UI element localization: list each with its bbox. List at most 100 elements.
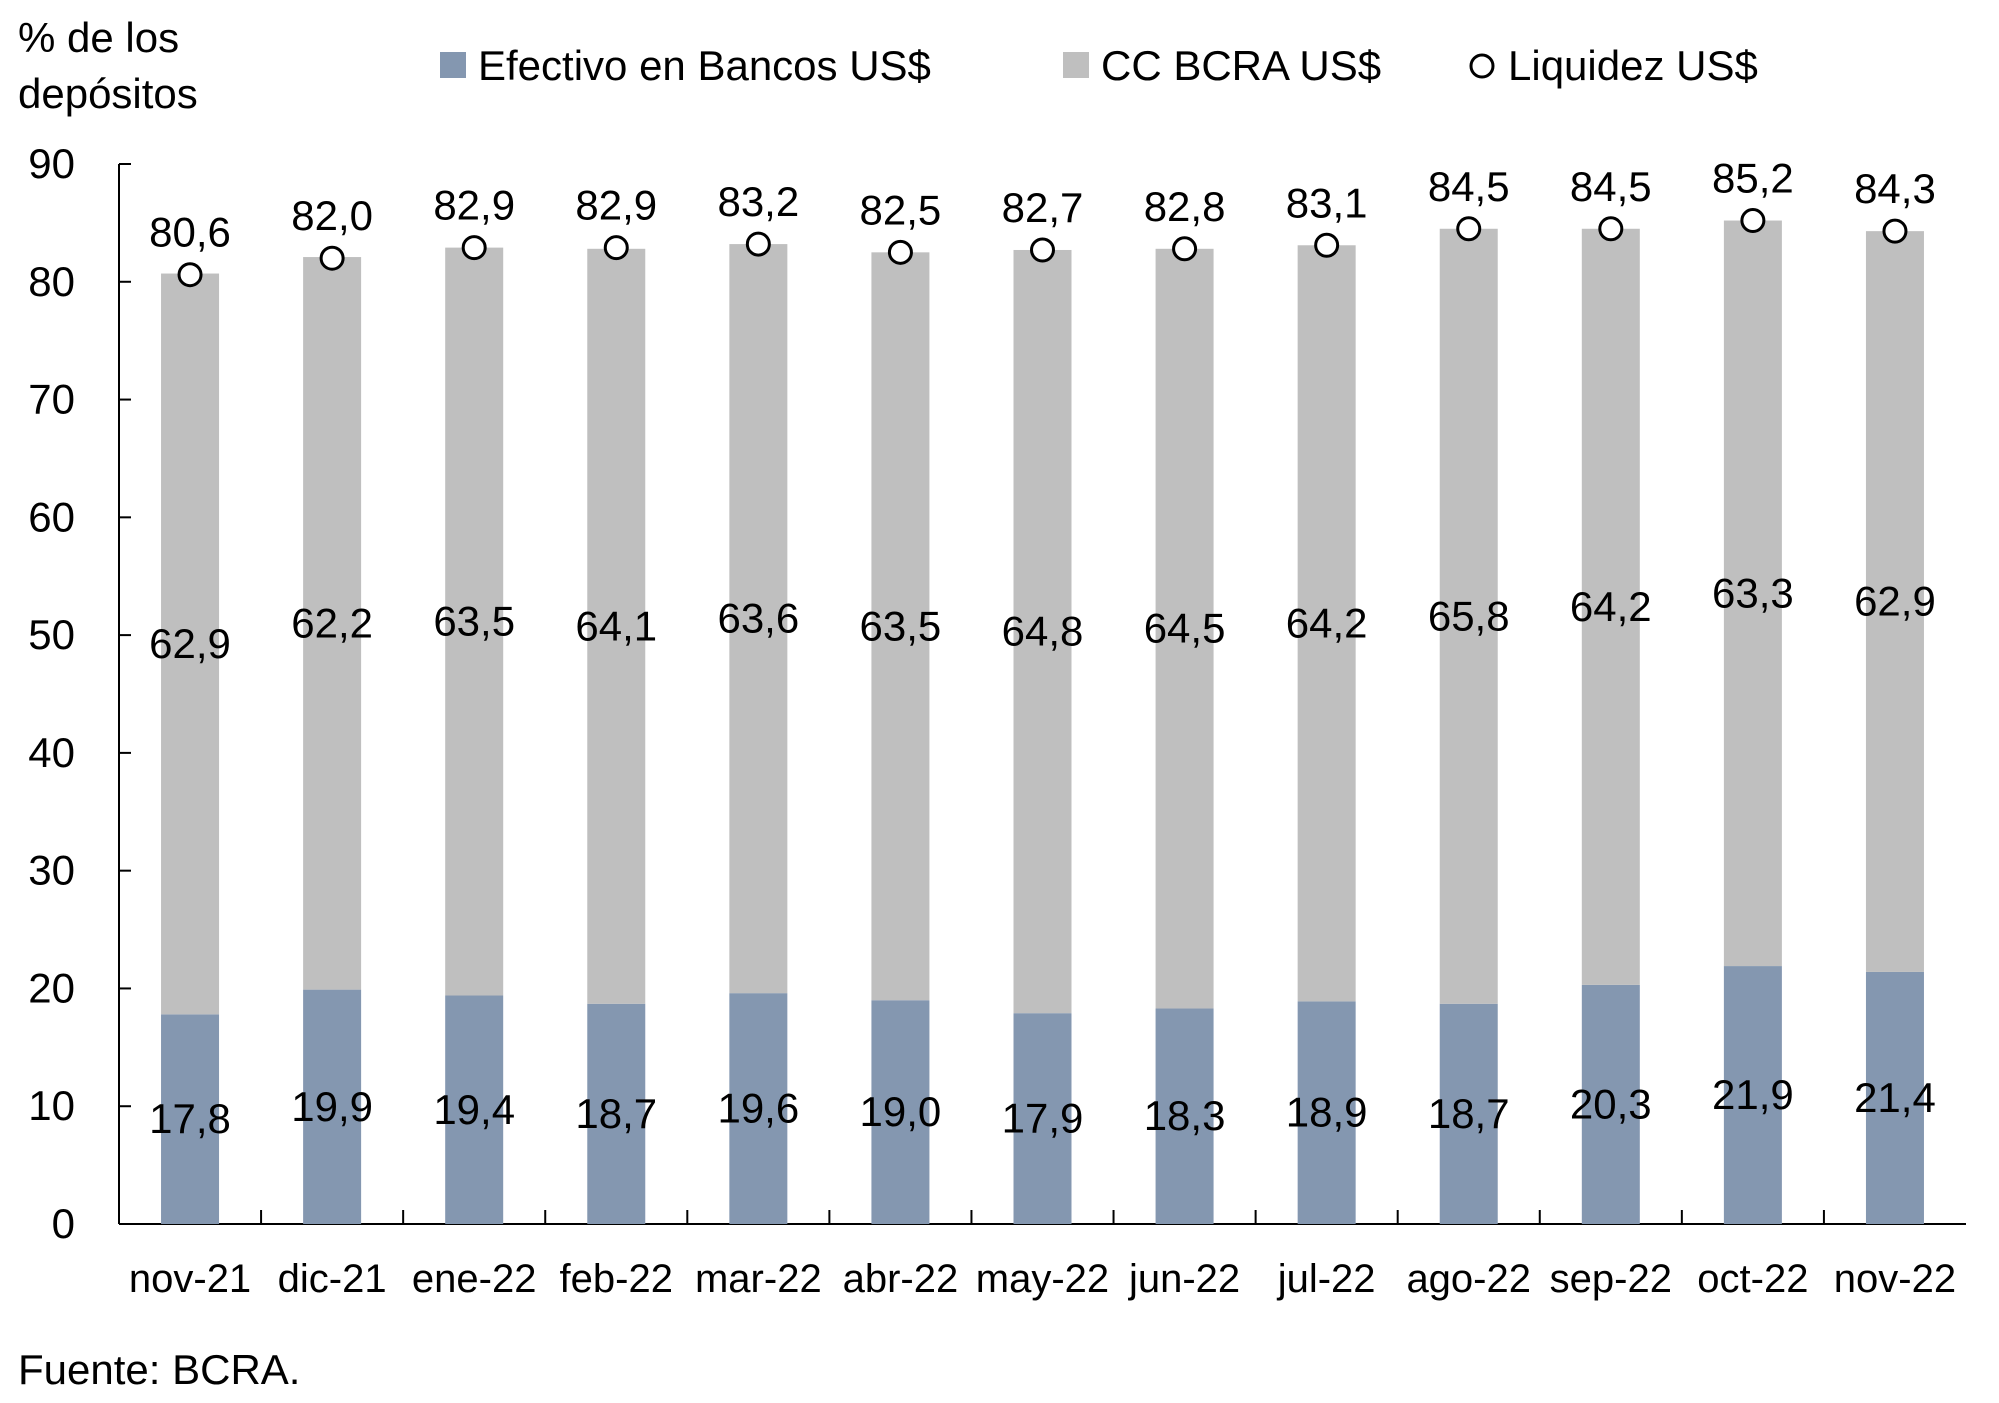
label-efectivo: 17,9	[1002, 1095, 1084, 1142]
x-tick-label: oct-22	[1697, 1257, 1808, 1301]
label-liquidez: 84,3	[1854, 165, 1936, 212]
bar-efectivo	[1297, 1001, 1356, 1224]
legend-marker-liquidez	[1469, 53, 1495, 79]
bar-cc-bcra	[1155, 248, 1214, 1009]
label-cc-bcra: 62,2	[291, 599, 373, 646]
x-tick-label: nov-21	[129, 1257, 251, 1301]
bar-cc-bcra	[445, 247, 504, 996]
bar-efectivo	[729, 993, 788, 1224]
label-efectivo: 21,9	[1712, 1071, 1794, 1118]
marker-liquidez	[1740, 208, 1766, 234]
marker-liquidez	[1030, 237, 1055, 263]
source-note: Fuente: BCRA.	[18, 1346, 300, 1393]
bar-efectivo	[303, 989, 362, 1224]
bar-efectivo	[1013, 1013, 1072, 1224]
y-axis-label-line2: depósitos	[18, 70, 198, 117]
bar-cc-bcra	[1297, 245, 1356, 1002]
bar-cc-bcra	[729, 244, 788, 994]
y-tick-label: 60	[28, 493, 75, 540]
label-cc-bcra: 63,3	[1712, 569, 1794, 616]
bar-efectivo	[1581, 984, 1640, 1224]
label-cc-bcra: 62,9	[1854, 578, 1936, 625]
label-liquidez: 80,6	[149, 209, 231, 256]
bar-efectivo	[1723, 966, 1782, 1224]
y-tick-label: 30	[28, 847, 75, 894]
bar-efectivo	[1865, 971, 1924, 1224]
bar-cc-bcra	[161, 273, 220, 1015]
label-efectivo: 19,6	[717, 1085, 799, 1132]
legend-label-efectivo: Efectivo en Bancos US$	[478, 42, 931, 89]
label-liquidez: 82,9	[433, 182, 515, 229]
label-efectivo: 18,3	[1144, 1092, 1226, 1139]
marker-liquidez	[745, 231, 771, 257]
label-liquidez: 83,2	[717, 178, 799, 225]
x-tick-label: feb-22	[560, 1257, 673, 1301]
bar-cc-bcra	[303, 257, 362, 990]
label-efectivo: 19,9	[291, 1083, 373, 1130]
label-liquidez: 82,7	[1002, 184, 1084, 231]
bar-efectivo	[587, 1003, 646, 1224]
x-tick-label: nov-22	[1834, 1257, 1956, 1301]
label-cc-bcra: 64,2	[1286, 599, 1368, 646]
marker-liquidez	[887, 239, 913, 265]
label-cc-bcra: 63,6	[717, 595, 799, 642]
marker-liquidez	[319, 245, 345, 271]
y-tick-label: 20	[28, 964, 75, 1011]
legend-label-cc-bcra: CC BCRA US$	[1101, 42, 1381, 89]
y-tick-label: 50	[28, 611, 75, 658]
bar-cc-bcra	[1013, 249, 1072, 1014]
bar-efectivo	[445, 995, 504, 1224]
label-cc-bcra: 64,5	[1144, 605, 1226, 652]
bar-cc-bcra	[871, 252, 930, 1001]
y-tick-label: 90	[28, 140, 75, 187]
y-tick-label: 70	[28, 376, 75, 423]
x-tick-label: abr-22	[843, 1257, 959, 1301]
bar-cc-bcra	[1581, 228, 1640, 985]
bar-efectivo	[871, 1000, 930, 1224]
label-liquidez: 82,5	[860, 186, 942, 233]
legend-swatch-cc-bcra	[1063, 52, 1089, 78]
marker-liquidez	[1172, 236, 1198, 262]
label-cc-bcra: 65,8	[1428, 592, 1510, 639]
y-tick-label: 80	[28, 258, 75, 305]
label-efectivo: 18,7	[575, 1090, 657, 1137]
label-efectivo: 20,3	[1570, 1080, 1652, 1127]
x-tick-label: may-22	[976, 1257, 1109, 1301]
x-tick-label: ago-22	[1406, 1257, 1531, 1301]
x-tick-label: jul-22	[1277, 1257, 1376, 1301]
label-efectivo: 19,0	[860, 1088, 942, 1135]
x-tick-label: mar-22	[695, 1257, 822, 1301]
label-cc-bcra: 64,8	[1002, 608, 1084, 655]
bar-efectivo	[1439, 1003, 1498, 1224]
label-cc-bcra: 64,2	[1570, 583, 1652, 630]
y-tick-label: 0	[52, 1200, 75, 1247]
bars	[161, 208, 1924, 1224]
bar-cc-bcra	[1865, 231, 1924, 972]
label-liquidez: 82,0	[291, 192, 373, 239]
bar-efectivo	[1155, 1008, 1214, 1224]
bar-cc-bcra	[1439, 228, 1498, 1004]
label-liquidez: 83,1	[1286, 179, 1368, 226]
label-cc-bcra: 62,9	[149, 620, 231, 667]
label-efectivo: 17,8	[149, 1095, 231, 1142]
marker-liquidez	[461, 235, 487, 261]
marker-liquidez	[603, 235, 629, 261]
x-tick-label: jun-22	[1128, 1257, 1240, 1301]
marker-liquidez	[1598, 216, 1624, 242]
label-liquidez: 84,5	[1570, 163, 1652, 210]
bar-efectivo	[161, 1014, 220, 1224]
x-tick-label: dic-21	[278, 1257, 387, 1301]
bar-cc-bcra	[587, 248, 646, 1004]
label-cc-bcra: 63,5	[860, 602, 942, 649]
axes: 0 10 20 30 40 50 60 70 80 90 nov-21 dic-21 ene-22 feb…	[28, 140, 1966, 1301]
label-efectivo: 18,7	[1428, 1090, 1510, 1137]
y-axis-label-line1: % de los	[18, 14, 179, 61]
marker-liquidez	[1456, 216, 1482, 242]
bar-cc-bcra	[1723, 220, 1782, 967]
label-cc-bcra: 63,5	[433, 598, 515, 645]
data-labels: 17,8 62,9 80,6 19,9 62,2 82,0 19,4 63,5 82,9 18,7…	[149, 155, 1936, 1143]
legend-swatch-efectivo	[440, 52, 466, 78]
x-tick-label: sep-22	[1550, 1257, 1672, 1301]
legend-label-liquidez: Liquidez US$	[1508, 42, 1758, 89]
